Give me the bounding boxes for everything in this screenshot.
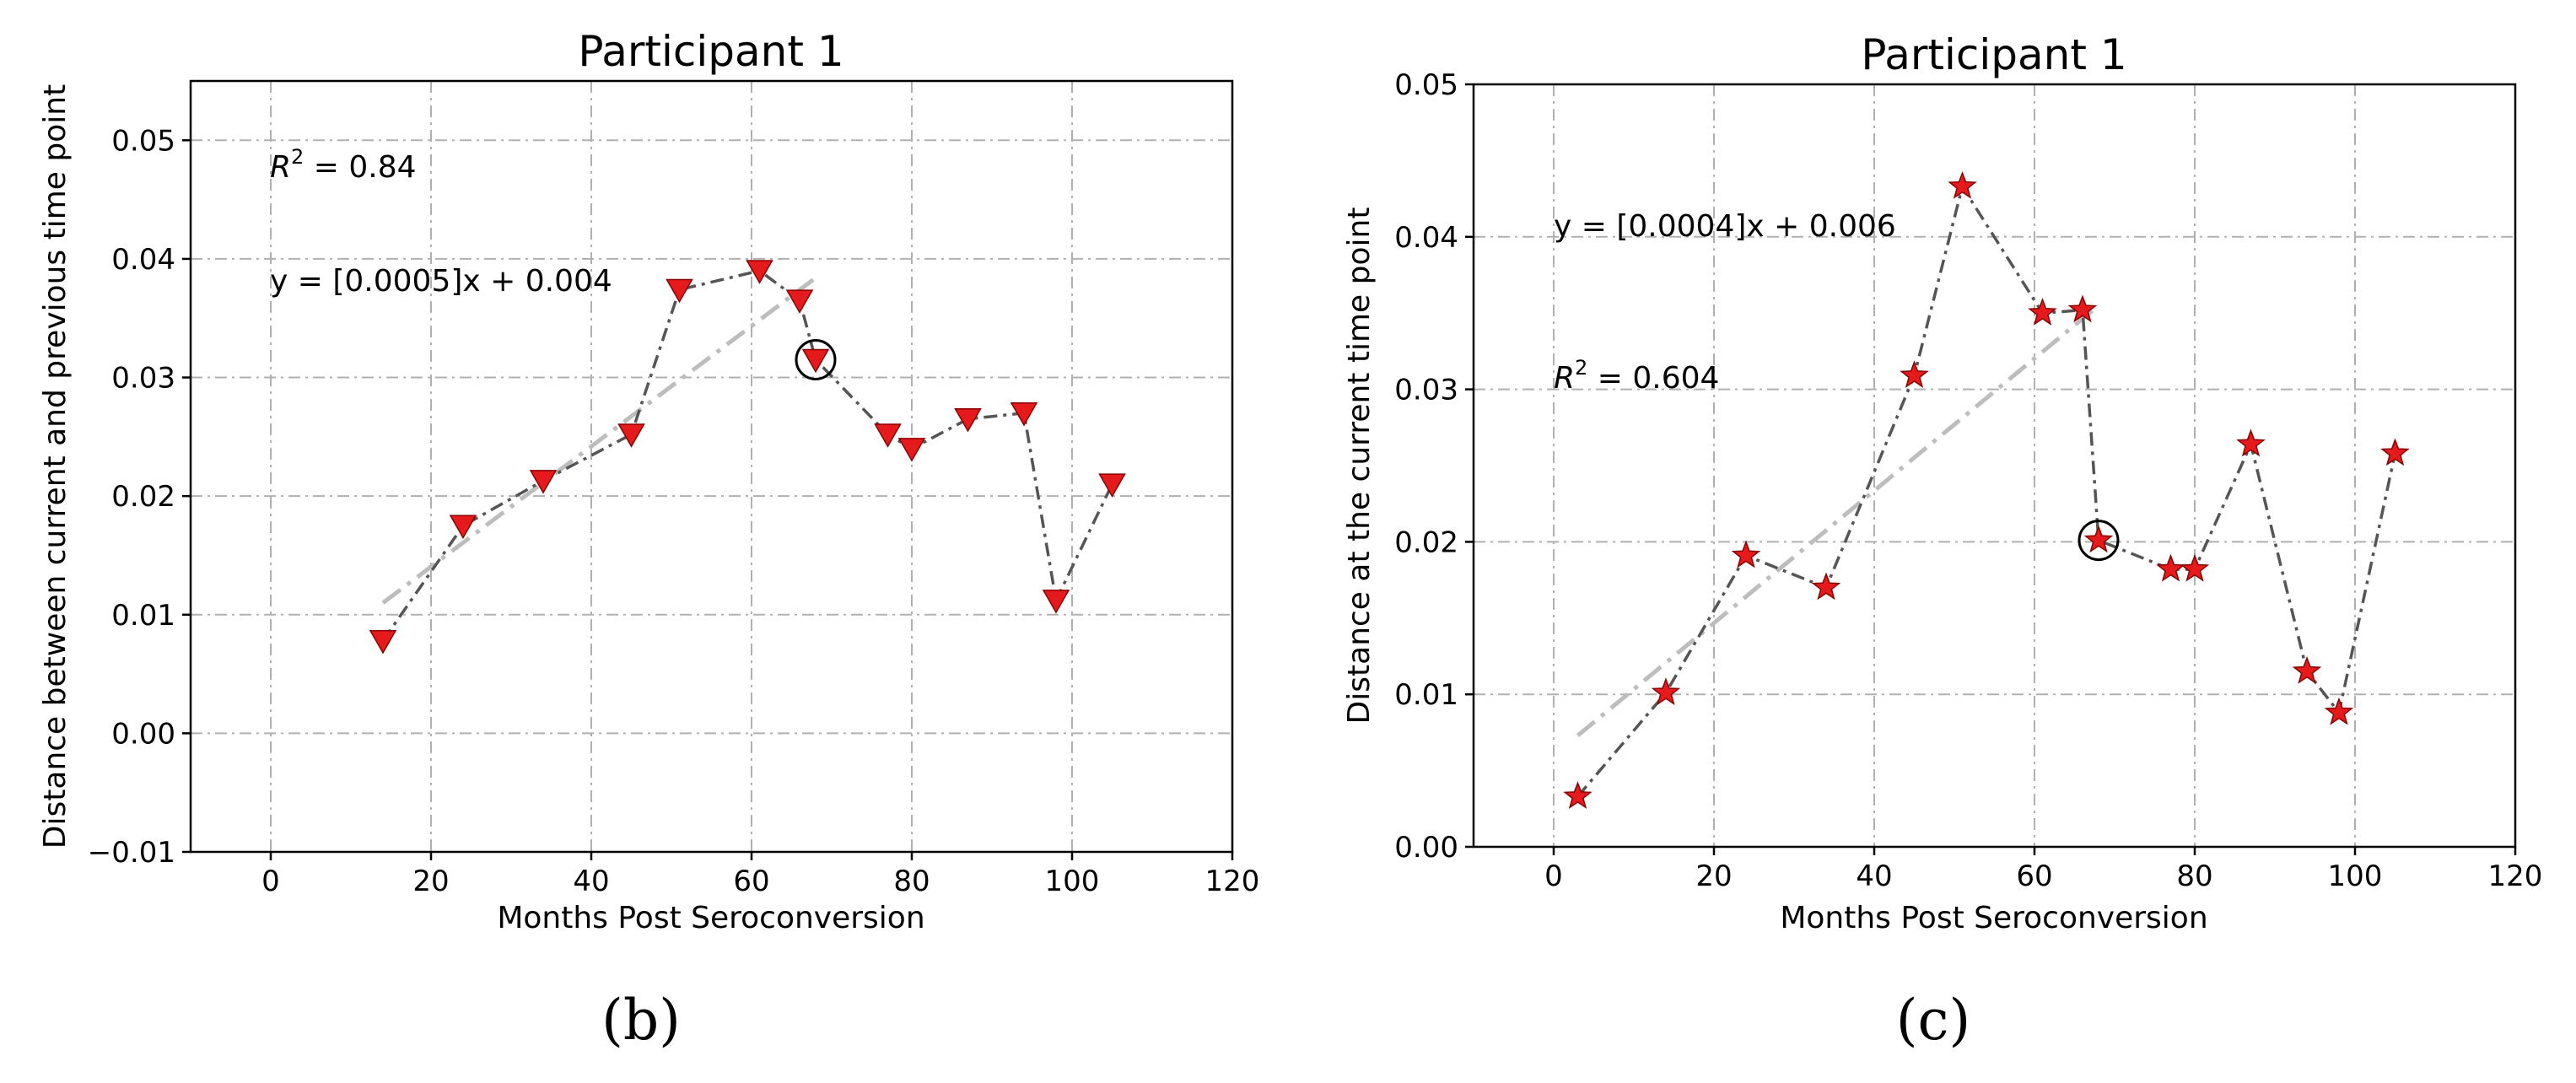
r-squared-annotation-c: R2 = 0.604 <box>1554 356 1719 396</box>
x-tick-label: 120 <box>1205 865 1260 898</box>
data-point <box>1900 360 1929 389</box>
x-ticks-b: 0 20 40 60 80 100 120 <box>261 852 1259 898</box>
y-axis-label-b: Distance between current and previous ti… <box>38 84 73 849</box>
highlight-layer-b <box>795 338 837 380</box>
marker-layer-c <box>1563 170 2410 810</box>
x-tick-label: 120 <box>2488 859 2543 893</box>
data-point <box>2156 553 2185 582</box>
x-tick-label: 40 <box>1856 859 1892 893</box>
x-tick-label: 40 <box>573 865 609 898</box>
data-point <box>2380 438 2410 466</box>
data-point <box>449 515 477 540</box>
y-ticks-b: −0.01 0.00 0.01 0.02 0.03 0.04 0.05 <box>88 124 191 870</box>
y-axis-label-c: Distance at the current time point <box>1342 207 1377 725</box>
data-line-layer-c <box>1576 182 2397 798</box>
x-tick-label: 0 <box>1544 859 1563 893</box>
data-point <box>1811 572 1841 601</box>
trend-line <box>1576 304 2100 737</box>
data-point <box>2180 553 2210 582</box>
data-point <box>2028 298 2057 326</box>
data-point <box>1731 540 1761 568</box>
data-line-layer-b <box>381 269 1114 642</box>
chart-title-b: Participant 1 <box>578 27 843 76</box>
y-tick-label: 0.05 <box>111 124 175 158</box>
y-tick-label: 0.01 <box>1394 678 1458 712</box>
data-point <box>1948 170 1977 199</box>
y-ticks-c: 0.00 0.01 0.02 0.03 0.04 0.05 <box>1394 68 1474 865</box>
x-tick-label: 0 <box>261 865 280 898</box>
series-line <box>381 269 1114 642</box>
x-tick-label: 80 <box>893 865 930 898</box>
data-point <box>874 423 902 448</box>
x-tick-label: 60 <box>733 865 769 898</box>
chart-panel-c: 0 20 40 60 80 100 120 0.00 0.01 0.02 0.03 0.04 0.05… <box>1342 30 2542 1053</box>
data-point <box>801 348 830 374</box>
panel-label-c: (c) <box>1896 988 1970 1053</box>
trend-layer-c <box>1576 304 2100 737</box>
data-point <box>1042 590 1070 614</box>
x-tick-label: 100 <box>1045 865 1100 898</box>
data-point <box>746 260 773 284</box>
y-tick-label: 0.01 <box>111 599 175 633</box>
series-line <box>1576 182 2397 798</box>
data-point <box>1563 781 1592 810</box>
y-tick-label: 0.00 <box>111 717 175 751</box>
panel-label-b: (b) <box>601 988 681 1053</box>
highlight-circle <box>795 338 837 380</box>
x-tick-label: 60 <box>2016 859 2052 893</box>
y-tick-label: 0.04 <box>111 243 175 277</box>
x-tick-label: 80 <box>2176 859 2212 893</box>
data-point <box>369 629 397 655</box>
data-point <box>617 423 645 448</box>
y-tick-label: 0.03 <box>111 362 175 396</box>
data-point <box>785 289 814 314</box>
y-tick-label: 0.00 <box>1394 831 1458 865</box>
r2-value-c: = 0.604 <box>1587 361 1719 396</box>
x-ticks-c: 0 20 40 60 80 100 120 <box>1544 847 2542 893</box>
y-tick-label: 0.02 <box>1394 525 1458 559</box>
r2-superscript-b: 2 <box>291 145 304 169</box>
highlight-circle <box>2078 520 2120 562</box>
x-tick-label: 20 <box>1695 859 1732 893</box>
highlight-layer-c <box>2078 520 2120 562</box>
y-tick-label: −0.01 <box>88 836 175 870</box>
chart-title-c: Participant 1 <box>1861 30 2126 79</box>
data-point <box>897 438 926 462</box>
r2-value-b: = 0.84 <box>304 150 416 185</box>
trend-line <box>381 276 817 605</box>
regression-equation-b: y = [0.0005]x + 0.004 <box>270 264 612 299</box>
x-axis-label-c: Months Post Seroconversion <box>1780 901 2207 935</box>
y-tick-label: 0.04 <box>1394 221 1458 255</box>
data-point <box>1651 677 1681 706</box>
x-tick-label: 100 <box>2328 859 2383 893</box>
data-point <box>954 408 982 433</box>
data-point <box>2067 294 2098 323</box>
data-point <box>2292 655 2322 684</box>
data-point <box>529 470 558 494</box>
marker-layer-b <box>369 260 1126 655</box>
grid-c <box>1474 84 2515 847</box>
data-point <box>666 278 693 304</box>
data-point <box>2324 697 2354 725</box>
y-tick-label: 0.05 <box>1394 68 1458 102</box>
data-point <box>2236 428 2266 457</box>
y-tick-label: 0.02 <box>111 480 175 514</box>
r-squared-annotation-b: R2 = 0.84 <box>270 145 417 185</box>
trend-layer-b <box>381 276 817 605</box>
data-point <box>1010 401 1038 427</box>
grid-b <box>191 81 1232 852</box>
plot-frame-c <box>1472 83 2517 849</box>
data-point <box>2083 525 2114 553</box>
plot-frame-b <box>189 79 1234 854</box>
data-point <box>1098 473 1126 498</box>
r2-symbol-c: R <box>1554 361 1575 396</box>
y-tick-label: 0.03 <box>1394 374 1458 407</box>
x-tick-label: 20 <box>412 865 449 898</box>
regression-equation-c: y = [0.0004]x + 0.006 <box>1554 209 1896 244</box>
r2-symbol-b: R <box>270 150 291 185</box>
r2-superscript-c: 2 <box>1575 356 1587 380</box>
x-axis-label-b: Months Post Seroconversion <box>497 901 924 935</box>
chart-panel-b: 0 20 40 60 80 100 120 −0.01 0.00 0.01 0.02 0.03 0.0… <box>38 27 1259 1053</box>
